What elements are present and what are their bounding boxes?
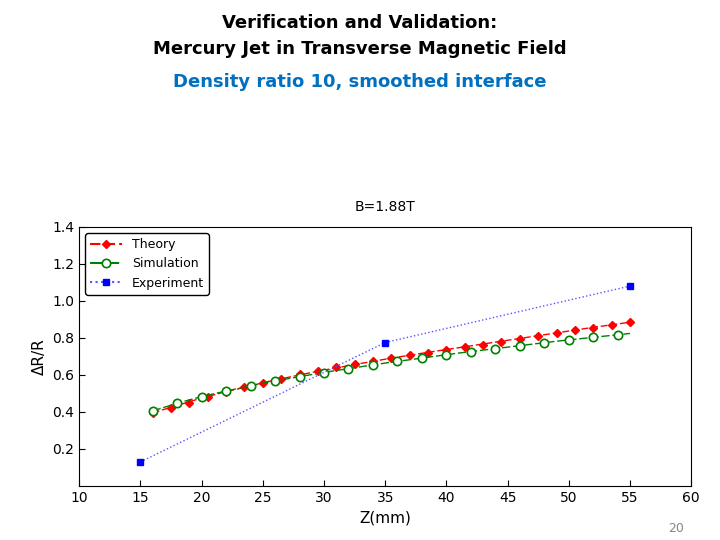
Legend: Theory, Simulation, Experiment: Theory, Simulation, Experiment bbox=[86, 233, 209, 294]
Text: Verification and Validation:: Verification and Validation: bbox=[222, 14, 498, 31]
Text: 20: 20 bbox=[668, 522, 684, 535]
Text: Mercury Jet in Transverse Magnetic Field: Mercury Jet in Transverse Magnetic Field bbox=[153, 40, 567, 58]
Y-axis label: ΔR/R: ΔR/R bbox=[32, 338, 47, 375]
X-axis label: Z(mm): Z(mm) bbox=[359, 510, 411, 525]
Text: Density ratio 10, smoothed interface: Density ratio 10, smoothed interface bbox=[174, 73, 546, 91]
Text: B=1.88T: B=1.88T bbox=[355, 200, 415, 214]
